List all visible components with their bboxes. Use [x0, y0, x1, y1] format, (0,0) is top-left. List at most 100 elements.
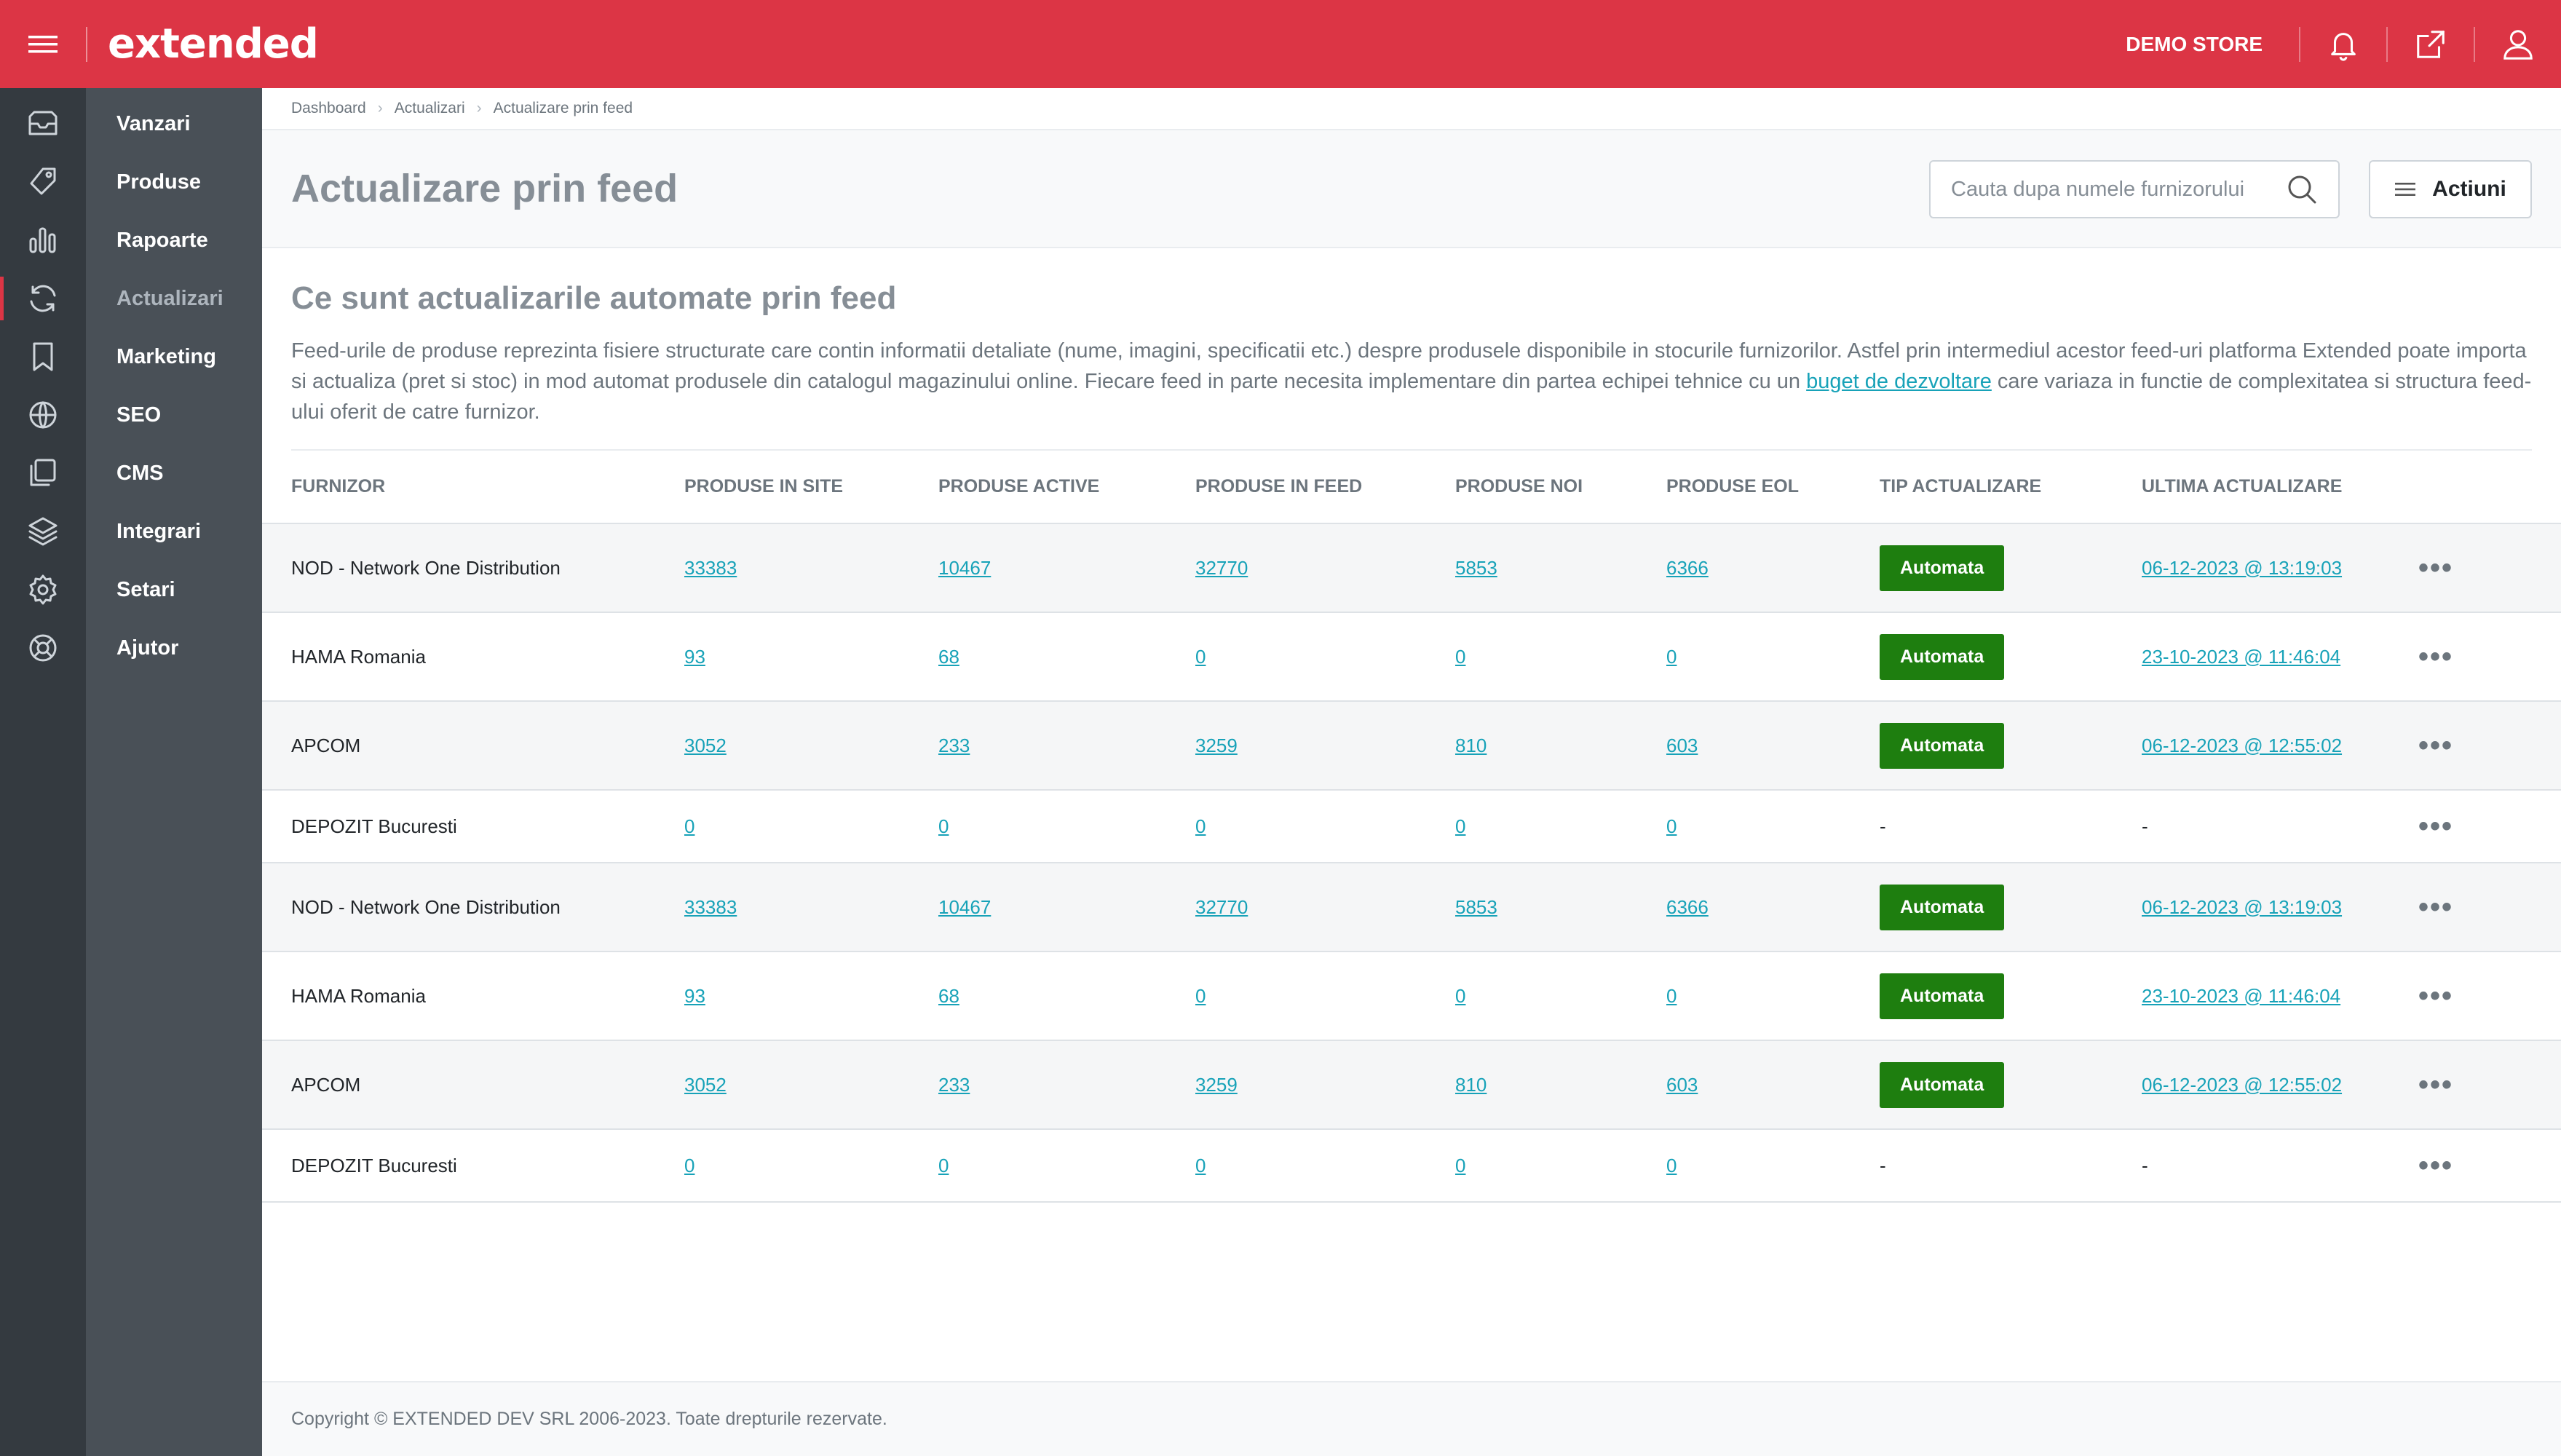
sidebar-item-actualizari[interactable]: Actualizari	[116, 286, 223, 310]
produse-active-link[interactable]: 68	[938, 645, 959, 668]
produse-in-feed-link[interactable]: 32770	[1195, 895, 1248, 918]
produse-active-link[interactable]: 10467	[938, 895, 991, 918]
rail-item-vanzari[interactable]	[0, 95, 86, 153]
produse-eol-link[interactable]: 6366	[1666, 895, 1709, 918]
produse-in-site-link[interactable]: 0	[684, 815, 695, 837]
produse-noi-link[interactable]: 0	[1455, 984, 1466, 1007]
produse-active-link[interactable]: 233	[938, 734, 970, 756]
sidebar-item-marketing[interactable]: Marketing	[116, 344, 216, 368]
breadcrumb-dashboard[interactable]: Dashboard	[291, 100, 366, 116]
produse-eol-link[interactable]: 0	[1666, 645, 1677, 668]
produse-in-site-link[interactable]: 33383	[684, 895, 737, 918]
rail-item-marketing[interactable]	[0, 328, 86, 386]
produse-in-site-link[interactable]: 93	[684, 645, 705, 668]
open-store-button[interactable]	[2386, 26, 2474, 62]
rail-item-cms[interactable]	[0, 444, 86, 502]
produse-eol-link[interactable]: 0	[1666, 1154, 1677, 1176]
col-header-ultima-actualizare[interactable]: ULTIMA ACTUALIZARE	[2142, 451, 2418, 524]
produse-in-site-link[interactable]: 93	[684, 984, 705, 1007]
table-row: APCOM 3052 233 3259 810 603 Automata 06-12-2023…	[262, 1040, 2561, 1130]
produse-active-link[interactable]: 233	[938, 1073, 970, 1096]
produse-eol-link[interactable]: 0	[1666, 815, 1677, 837]
col-header-produse-in-feed[interactable]: PRODUSE IN FEED	[1195, 451, 1455, 524]
produse-in-site-link[interactable]: 33383	[684, 556, 737, 579]
produse-in-site-link[interactable]: 0	[684, 1154, 695, 1176]
produse-in-site-link[interactable]: 3052	[684, 1073, 727, 1096]
col-header-tip-actualizare[interactable]: TIP ACTUALIZARE	[1880, 451, 2142, 524]
sidebar-item-rapoarte[interactable]: Rapoarte	[116, 228, 208, 252]
ultima-actualizare-link[interactable]: 06-12-2023 @ 12:55:02	[2142, 734, 2343, 756]
rail-item-ajutor[interactable]	[0, 619, 86, 677]
store-name[interactable]: DEMO STORE	[2126, 32, 2263, 55]
produse-eol-link[interactable]: 6366	[1666, 556, 1709, 579]
search-input[interactable]	[1951, 177, 2286, 202]
rail-item-integrari[interactable]	[0, 502, 86, 561]
more-options-icon[interactable]: •••	[2418, 551, 2454, 584]
more-options-icon[interactable]: •••	[2418, 810, 2454, 842]
hamburger-menu-button[interactable]	[0, 0, 86, 88]
produse-active-link[interactable]: 68	[938, 984, 959, 1007]
status-badge: Automata	[1880, 884, 2005, 930]
produse-in-feed-link[interactable]: 0	[1195, 984, 1206, 1007]
produse-noi-link[interactable]: 810	[1455, 734, 1487, 756]
produse-active-link[interactable]: 0	[938, 815, 949, 837]
rail-item-rapoarte[interactable]	[0, 211, 86, 269]
rail-item-seo[interactable]	[0, 386, 86, 444]
produse-in-site-link[interactable]: 3052	[684, 734, 727, 756]
more-options-icon[interactable]: •••	[2418, 640, 2454, 673]
sidebar-item-ajutor[interactable]: Ajutor	[116, 636, 179, 660]
more-options-icon[interactable]: •••	[2418, 729, 2454, 761]
dev-budget-link[interactable]: buget de dezvoltare	[1806, 370, 1992, 393]
sidebar-item-cms[interactable]: CMS	[116, 461, 164, 485]
produse-noi-link[interactable]: 0	[1455, 1154, 1466, 1176]
rail-item-setari[interactable]	[0, 561, 86, 619]
cell-ultima-actualizare: 23-10-2023 @ 11:46:04	[2142, 951, 2418, 1041]
notifications-button[interactable]	[2299, 26, 2386, 62]
produse-eol-link[interactable]: 603	[1666, 734, 1698, 756]
produse-active-link[interactable]: 10467	[938, 556, 991, 579]
sidebar-item-setari[interactable]: Setari	[116, 577, 175, 601]
ultima-actualizare-link[interactable]: 23-10-2023 @ 11:46:04	[2142, 645, 2341, 668]
sidebar-item-seo[interactable]: SEO	[116, 403, 162, 427]
search-icon[interactable]	[2286, 173, 2318, 205]
sidebar-item-integrari[interactable]: Integrari	[116, 519, 202, 543]
col-header-furnizor[interactable]: FURNIZOR	[262, 451, 684, 524]
produse-in-feed-link[interactable]: 0	[1195, 645, 1206, 668]
produse-noi-link[interactable]: 0	[1455, 815, 1466, 837]
user-account-button[interactable]	[2474, 26, 2561, 62]
app-logo[interactable]: extended	[108, 20, 319, 68]
produse-eol-link[interactable]: 0	[1666, 984, 1677, 1007]
produse-eol-link[interactable]: 603	[1666, 1073, 1698, 1096]
col-header-produse-active[interactable]: PRODUSE ACTIVE	[938, 451, 1195, 524]
rail-item-actualizari[interactable]	[0, 269, 86, 328]
cell-produse-noi: 0	[1455, 951, 1666, 1041]
rail-item-produse[interactable]	[0, 153, 86, 211]
produse-in-feed-link[interactable]: 0	[1195, 815, 1206, 837]
produse-in-feed-link[interactable]: 0	[1195, 1154, 1206, 1176]
search-box[interactable]	[1929, 160, 2340, 218]
more-options-icon[interactable]: •••	[2418, 979, 2454, 1012]
more-options-icon[interactable]: •••	[2418, 890, 2454, 923]
produse-noi-link[interactable]: 5853	[1455, 895, 1497, 918]
produse-in-feed-link[interactable]: 32770	[1195, 556, 1248, 579]
produse-active-link[interactable]: 0	[938, 1154, 949, 1176]
ultima-actualizare-link[interactable]: 23-10-2023 @ 11:46:04	[2142, 984, 2341, 1007]
sidebar-item-produse[interactable]: Produse	[116, 170, 202, 194]
ultima-actualizare-link[interactable]: 06-12-2023 @ 12:55:02	[2142, 1073, 2343, 1096]
sidebar-item-vanzari[interactable]: Vanzari	[116, 111, 191, 135]
produse-noi-link[interactable]: 0	[1455, 645, 1466, 668]
produse-noi-link[interactable]: 810	[1455, 1073, 1487, 1096]
breadcrumb-actualizari[interactable]: Actualizari	[394, 100, 465, 116]
produse-in-feed-link[interactable]: 3259	[1195, 734, 1238, 756]
actions-button[interactable]: Actiuni	[2369, 160, 2532, 218]
col-header-produse-noi[interactable]: PRODUSE NOI	[1455, 451, 1666, 524]
more-options-icon[interactable]: •••	[2418, 1149, 2454, 1182]
produse-noi-link[interactable]: 5853	[1455, 556, 1497, 579]
more-options-icon[interactable]: •••	[2418, 1068, 2454, 1101]
col-header-produse-eol[interactable]: PRODUSE EOL	[1666, 451, 1880, 524]
produse-in-feed-link[interactable]: 3259	[1195, 1073, 1238, 1096]
cell-row-actions: •••	[2418, 523, 2561, 613]
col-header-produse-in-site[interactable]: PRODUSE IN SITE	[684, 451, 938, 524]
ultima-actualizare-link[interactable]: 06-12-2023 @ 13:19:03	[2142, 895, 2343, 918]
ultima-actualizare-link[interactable]: 06-12-2023 @ 13:19:03	[2142, 556, 2343, 579]
